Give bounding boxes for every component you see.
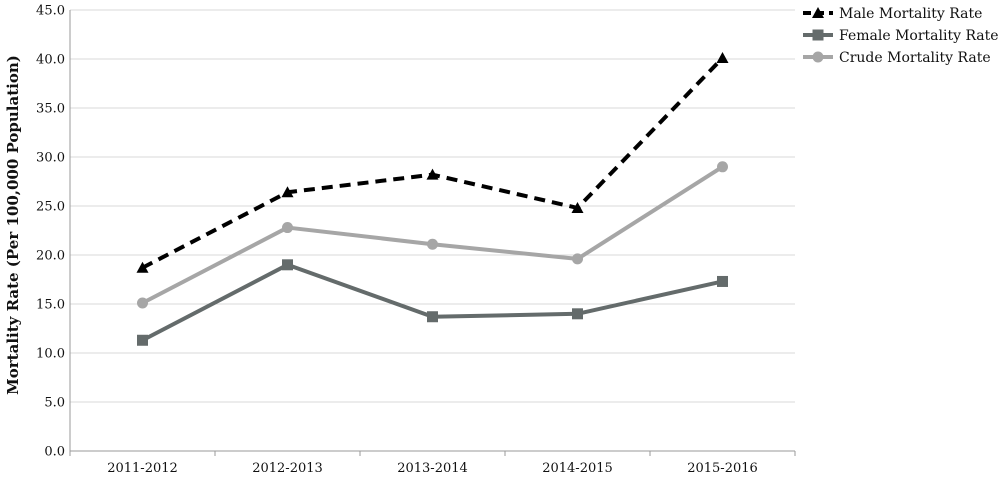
y-tick-label: 35.0 [36, 102, 65, 117]
legend-label: Male Mortality Rate [839, 6, 982, 22]
y-tick-labels: 0.0 5.0 10.0 15.0 20.0 25.0 30.0 35.0 40.0 45.0 [36, 4, 65, 460]
legend-item: Male Mortality Rate [803, 6, 982, 22]
x-tick-label: 2014-2015 [542, 461, 613, 476]
y-tick-label: 40.0 [36, 53, 65, 68]
x-tick-label: 2012-2013 [252, 461, 323, 476]
x-tick-label: 2013-2014 [397, 461, 468, 476]
y-tick-label: 5.0 [44, 396, 65, 411]
data-point [716, 52, 729, 64]
data-point [427, 311, 438, 323]
legend-marker [812, 7, 824, 18]
axes [69, 10, 796, 456]
series-line [141, 165, 724, 305]
data-point [282, 222, 293, 234]
x-tick-label: 2015-2016 [687, 461, 758, 476]
y-tick-label: 0.0 [44, 445, 65, 460]
data-point [571, 201, 584, 213]
data-point [136, 261, 149, 273]
y-tick-label: 15.0 [36, 298, 65, 313]
series [136, 52, 729, 346]
data-point [572, 308, 583, 320]
series-line [141, 262, 723, 343]
x-tick-label: 2011-2012 [107, 461, 178, 476]
series-crude-mortality-rate [137, 161, 728, 309]
data-point [717, 275, 728, 287]
y-tick-label: 25.0 [36, 200, 65, 215]
legend-item: Crude Mortality Rate [803, 50, 991, 66]
y-tick-label: 45.0 [36, 4, 65, 19]
series-male-mortality-rate [136, 52, 729, 273]
y-tick-label: 10.0 [36, 347, 65, 362]
grid-lines [70, 9, 795, 403]
y-tick-label: 30.0 [36, 151, 65, 166]
data-point [427, 238, 438, 250]
series-line [141, 56, 724, 270]
legend: Male Mortality Rate Female Mortality Rate… [803, 6, 999, 66]
y-axis-title: Mortality Rate (Per 100,000 Population) [4, 55, 22, 395]
data-point [282, 259, 293, 271]
series-female-mortality-rate [137, 259, 728, 346]
data-point [426, 168, 439, 180]
x-tick-labels: 2011-2012 2012-2013 2013-2014 2014-2015 2015… [107, 461, 758, 476]
data-point [281, 186, 294, 198]
data-point [137, 334, 148, 346]
data-point [572, 253, 583, 265]
legend-label: Female Mortality Rate [839, 28, 999, 44]
legend-marker [812, 29, 824, 41]
y-tick-label: 20.0 [36, 249, 65, 264]
legend-label: Crude Mortality Rate [839, 50, 991, 66]
legend-item: Female Mortality Rate [803, 28, 999, 44]
data-point [717, 161, 728, 173]
data-point [137, 297, 148, 309]
legend-marker [812, 51, 824, 63]
